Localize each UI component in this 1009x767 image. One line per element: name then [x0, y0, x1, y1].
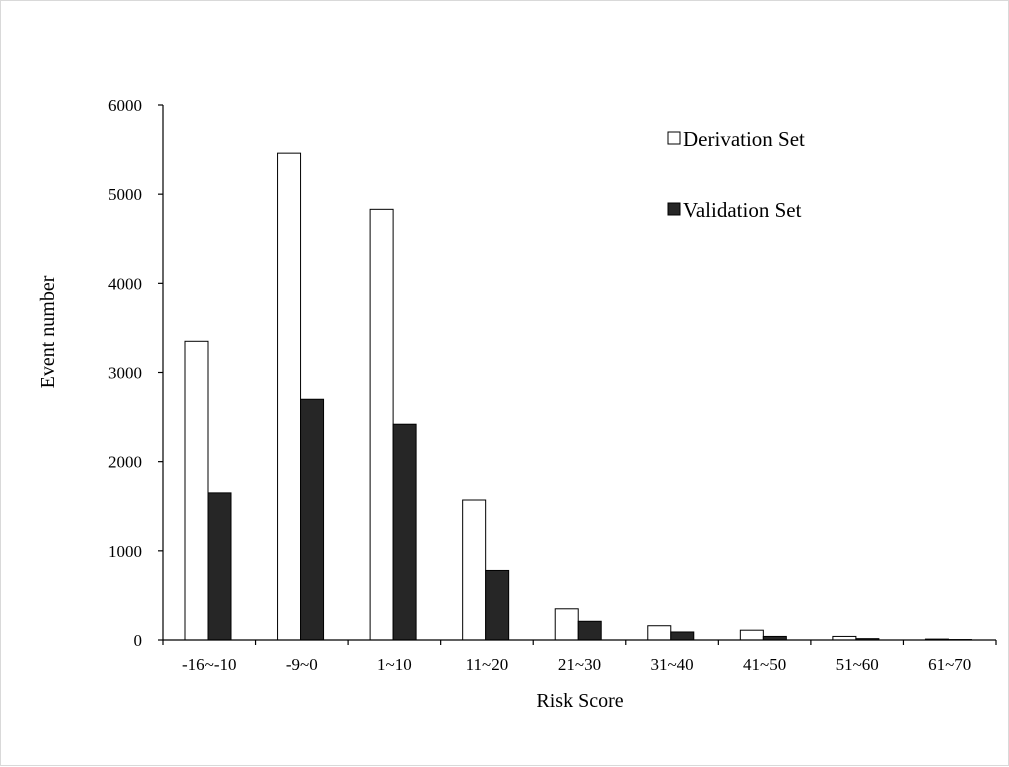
legend-swatch-derivation	[668, 132, 680, 144]
y-tick-label: 5000	[108, 185, 142, 204]
x-tick-label: -16~-10	[182, 655, 237, 674]
bar-validation	[301, 399, 324, 640]
y-tick-label: 4000	[108, 274, 142, 293]
bar-validation	[578, 621, 601, 640]
x-tick-label: 51~60	[836, 655, 879, 674]
x-tick-label: 61~70	[928, 655, 971, 674]
y-tick-label: 1000	[108, 542, 142, 561]
bar-validation	[671, 632, 694, 640]
bar-derivation	[278, 153, 301, 640]
x-tick-label: 1~10	[377, 655, 412, 674]
bar-validation	[486, 570, 509, 640]
bar-derivation	[648, 626, 671, 640]
bar-derivation	[185, 341, 208, 640]
x-tick-label: 31~40	[650, 655, 693, 674]
bar-derivation	[370, 209, 393, 640]
y-axis-title: Event number	[37, 275, 59, 388]
x-ticks-group: -16~-10 -9~0 1~10 11~20 21~30 31~40 41~50 51~60…	[163, 640, 996, 674]
x-tick-label: 21~30	[558, 655, 601, 674]
legend-swatch-validation	[668, 203, 680, 215]
y-tick-label: 3000	[108, 364, 142, 383]
x-tick-label: -9~0	[286, 655, 318, 674]
legend-label-derivation: Derivation Set	[683, 127, 805, 151]
x-axis-title: Risk Score	[536, 690, 623, 712]
y-tick-label: 0	[134, 631, 143, 650]
bar-derivation	[463, 500, 486, 640]
legend: Derivation Set Validation Set	[668, 127, 805, 222]
bar-validation	[393, 424, 416, 640]
x-tick-label: 41~50	[743, 655, 786, 674]
bar-derivation	[740, 630, 763, 640]
bars-group	[185, 153, 971, 640]
bar-validation	[208, 493, 231, 640]
y-tick-label: 2000	[108, 453, 142, 472]
bar-derivation	[555, 609, 578, 640]
legend-label-validation: Validation Set	[683, 198, 802, 222]
x-tick-label: 11~20	[466, 655, 509, 674]
y-tick-label: 6000	[108, 96, 142, 115]
y-ticks-group: 0 1000 2000 3000 4000 5000 6000	[108, 96, 163, 650]
